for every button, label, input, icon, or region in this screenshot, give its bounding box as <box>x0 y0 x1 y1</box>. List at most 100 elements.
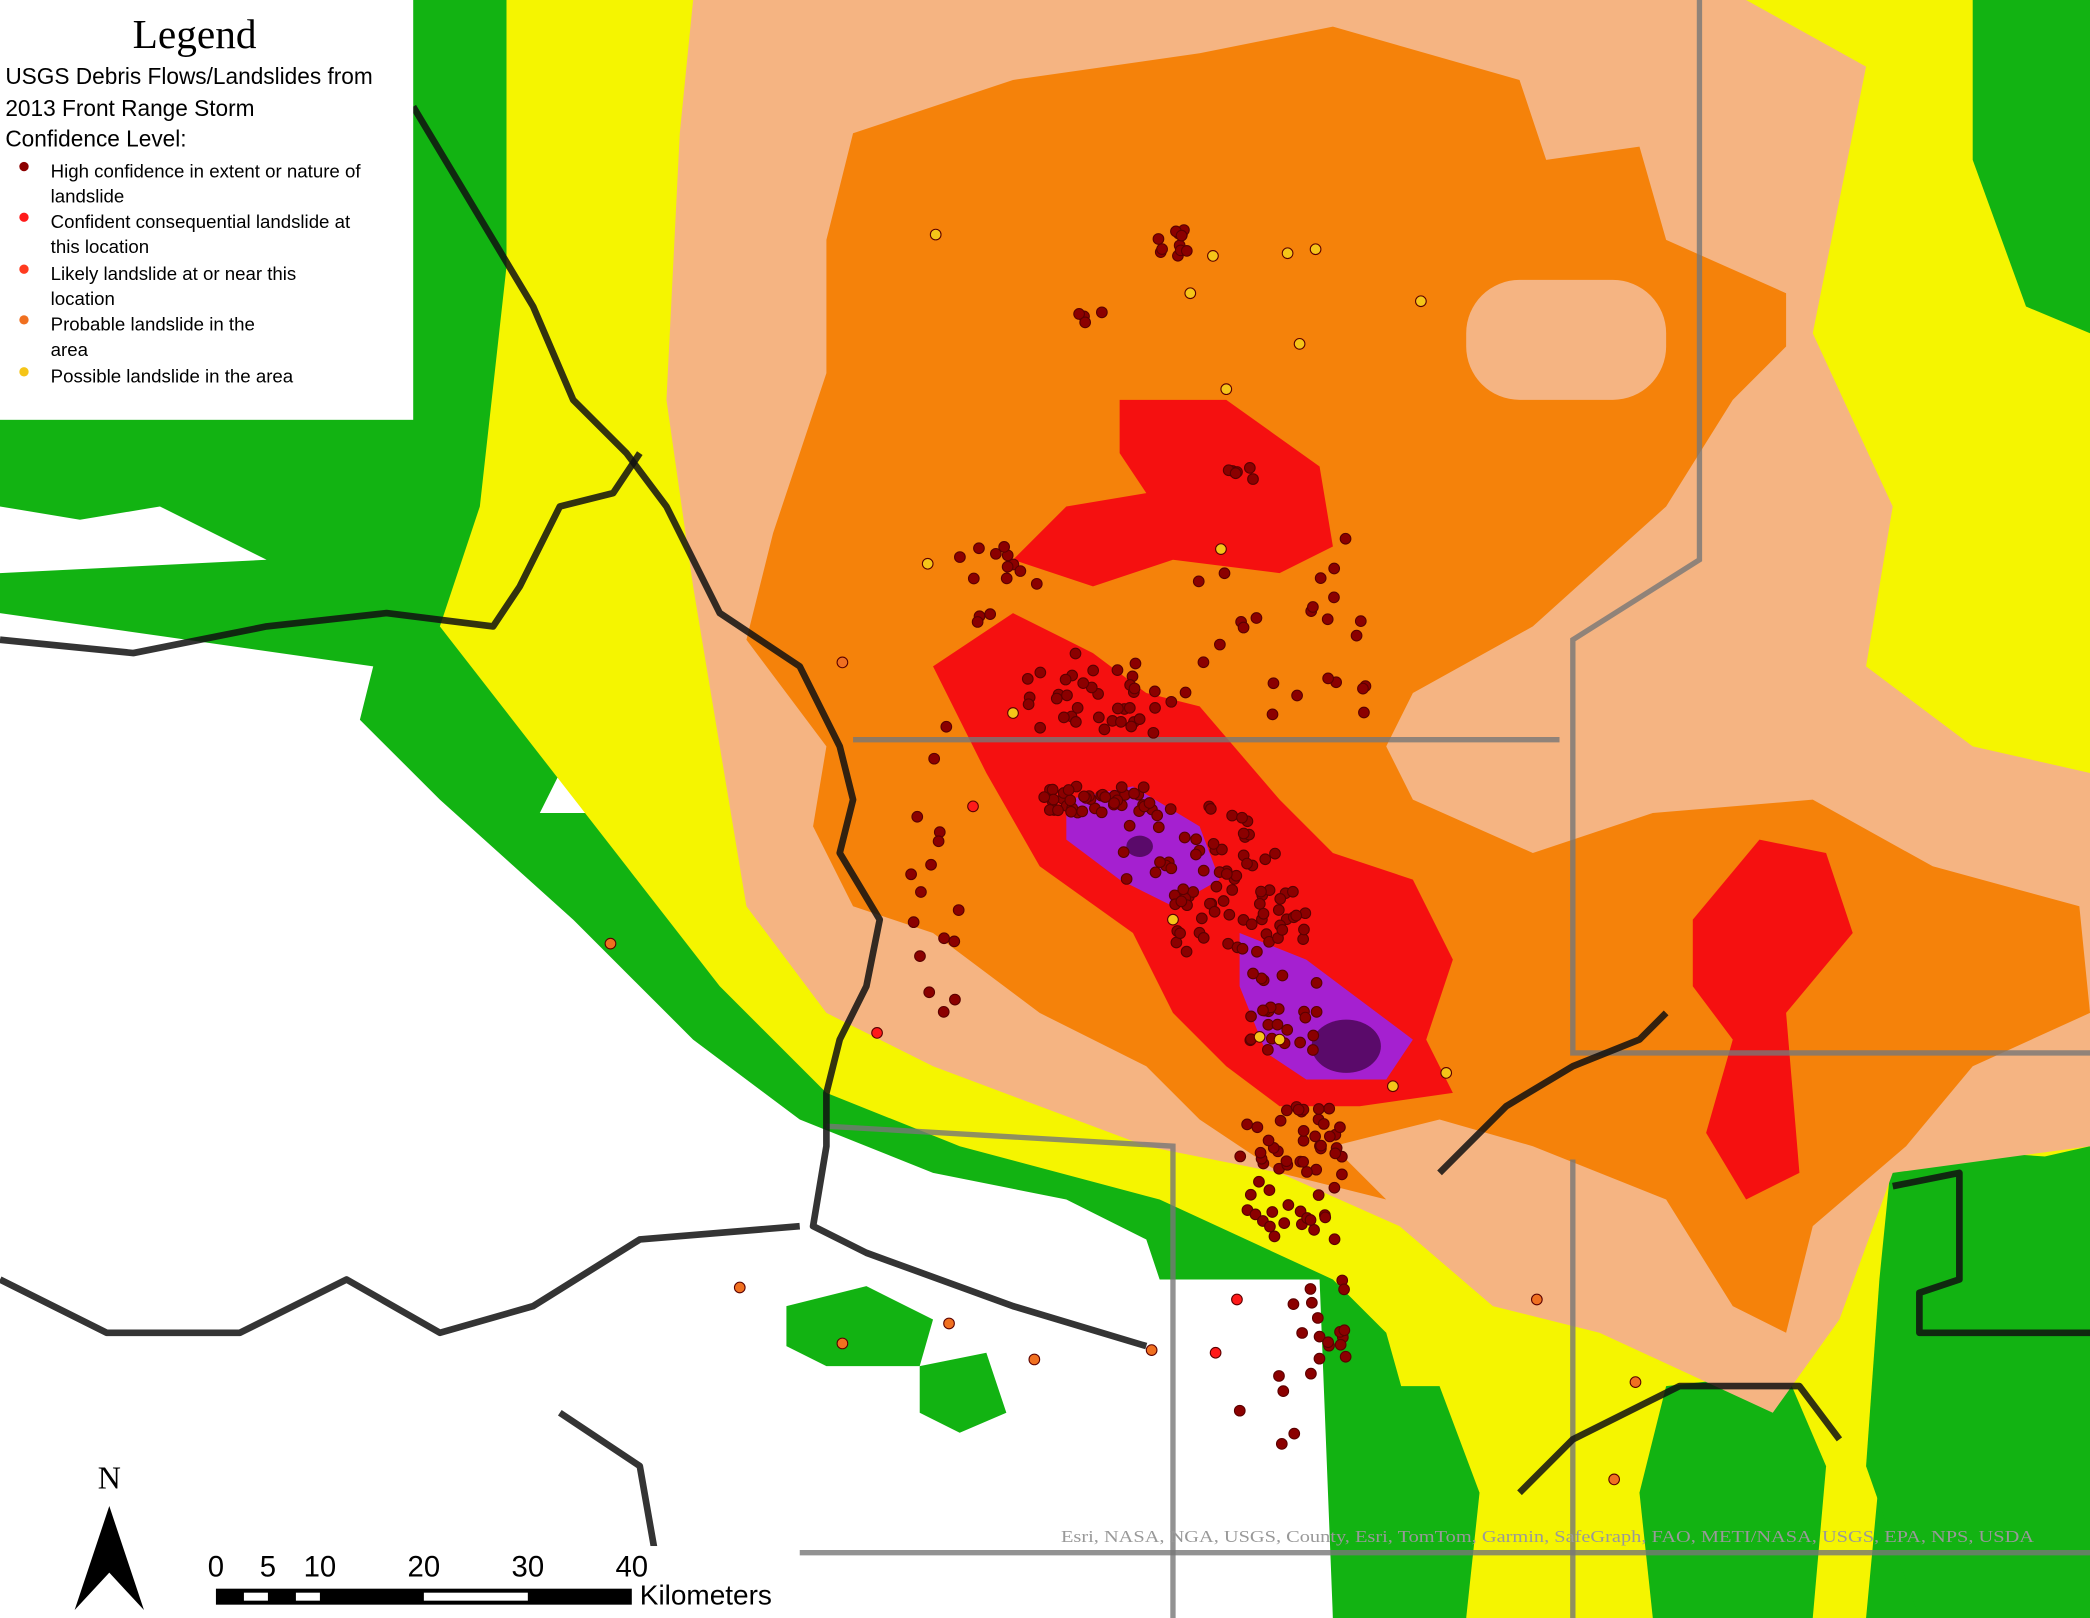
landslide-point <box>1143 797 1156 809</box>
landslide-point <box>1070 716 1082 728</box>
landslide-point <box>1323 1130 1336 1143</box>
landslide-point <box>1099 791 1112 803</box>
landslide-point <box>1328 1233 1341 1246</box>
landslide-point <box>1328 1181 1341 1194</box>
green-zone <box>1972 0 2090 334</box>
scale-bar-segment <box>243 1592 268 1601</box>
green-zone <box>1332 1386 1480 1618</box>
landslide-point <box>984 608 997 621</box>
landslide-point <box>1280 1155 1293 1168</box>
north-label: N <box>98 1461 121 1496</box>
landslide-point <box>921 557 934 570</box>
legend-symbol <box>19 367 29 377</box>
landslide-point <box>1077 677 1090 690</box>
landslide-point <box>973 542 985 555</box>
white-patch <box>0 506 267 574</box>
landslide-point <box>1098 723 1111 736</box>
landslide-point <box>1440 1067 1453 1079</box>
landslide-point <box>940 720 953 733</box>
landslide-point <box>1229 467 1242 480</box>
county-line <box>1892 1169 2090 1337</box>
county-line <box>1437 1010 1669 1176</box>
scale-label: 0 <box>208 1551 224 1584</box>
landslide-point <box>1608 1473 1621 1486</box>
scale-label: 10 <box>304 1551 337 1584</box>
landslide-point <box>1111 664 1124 676</box>
landslide-point <box>1226 809 1239 822</box>
landslide-point <box>1264 1220 1276 1233</box>
green-zone <box>1866 1146 2090 1618</box>
legend-heading: USGS Debris Flows/Landslides from <box>5 63 372 89</box>
landslide-point <box>1310 977 1323 989</box>
landslide-point <box>1350 629 1363 642</box>
landslide-point <box>1312 1103 1325 1115</box>
landslide-point <box>1190 833 1202 846</box>
legend-heading: Confidence Level: <box>5 126 186 152</box>
landslide-point <box>1268 1230 1281 1243</box>
legend-title: Legend <box>133 11 257 57</box>
landslide-point <box>1050 692 1063 705</box>
landslide-point <box>1087 664 1100 677</box>
landslide-point <box>1321 613 1334 626</box>
landslide-point <box>1245 918 1258 931</box>
landslide-point <box>836 1337 849 1350</box>
landslide-point <box>1147 726 1160 739</box>
scale-label: 40 <box>615 1551 648 1584</box>
landslide-point <box>1079 316 1092 329</box>
landslide-point <box>1115 781 1128 794</box>
landslide-point <box>1354 615 1367 628</box>
state-line <box>1570 0 2090 1056</box>
landslide-point <box>1095 806 1108 819</box>
landslide-point <box>1312 1189 1325 1201</box>
landslide-point <box>1267 677 1280 690</box>
landslide-point <box>1298 923 1310 936</box>
landslide-point <box>1123 819 1136 832</box>
landslide-point <box>1309 243 1322 256</box>
landslide-point <box>1282 1199 1295 1211</box>
landslide-point <box>1117 846 1130 859</box>
landslide-point <box>1278 1217 1291 1229</box>
landslide-point <box>1297 1134 1310 1147</box>
landslide-point <box>1301 1166 1313 1178</box>
landslide-point <box>1028 1353 1041 1366</box>
scale-label: 5 <box>260 1551 276 1584</box>
landslide-point <box>1216 843 1228 856</box>
county-line <box>1517 1382 1843 1496</box>
landslide-point <box>1112 702 1124 715</box>
landslide-point <box>836 656 849 669</box>
landslide-point <box>1297 1156 1310 1168</box>
landslide-point <box>1281 1024 1294 1036</box>
landslide-point <box>1304 1283 1317 1295</box>
landslide-point <box>1000 572 1013 585</box>
green-zone <box>919 1352 1007 1433</box>
landslide-point <box>1184 287 1197 300</box>
landslide-point <box>1307 1044 1319 1056</box>
landslide-point <box>1064 794 1077 807</box>
landslide-point <box>990 547 1002 560</box>
legend-label: Confident consequential landslide at <box>51 211 351 232</box>
legend-symbol <box>19 315 29 325</box>
landslide-point <box>1254 1146 1267 1159</box>
landslide-point <box>1237 827 1250 840</box>
red-zone <box>1013 399 1333 587</box>
landslide-point <box>1192 575 1205 588</box>
landslide-point <box>1123 702 1136 714</box>
landslide-point <box>1276 969 1289 982</box>
landslide-point <box>1175 895 1188 908</box>
landslide-point <box>733 1281 746 1294</box>
legend-label: Probable landslide in the <box>51 314 255 335</box>
landslide-point <box>1076 805 1089 818</box>
landslide-point <box>1299 1011 1312 1024</box>
landslide-point <box>1156 243 1168 255</box>
scale-bar-segment <box>295 1592 320 1601</box>
landslide-point <box>1315 1139 1327 1152</box>
landslide-point <box>1357 682 1369 695</box>
landslide-point <box>1061 689 1073 702</box>
landslide-point <box>1275 1438 1288 1450</box>
landslide-point <box>1046 783 1059 796</box>
legend-label: Likely landslide at or near this <box>51 263 297 284</box>
legend-label: landslide <box>51 186 125 207</box>
landslide-point <box>1251 1121 1264 1134</box>
landslide-point <box>1034 666 1047 679</box>
landslide-points <box>604 224 1642 1486</box>
